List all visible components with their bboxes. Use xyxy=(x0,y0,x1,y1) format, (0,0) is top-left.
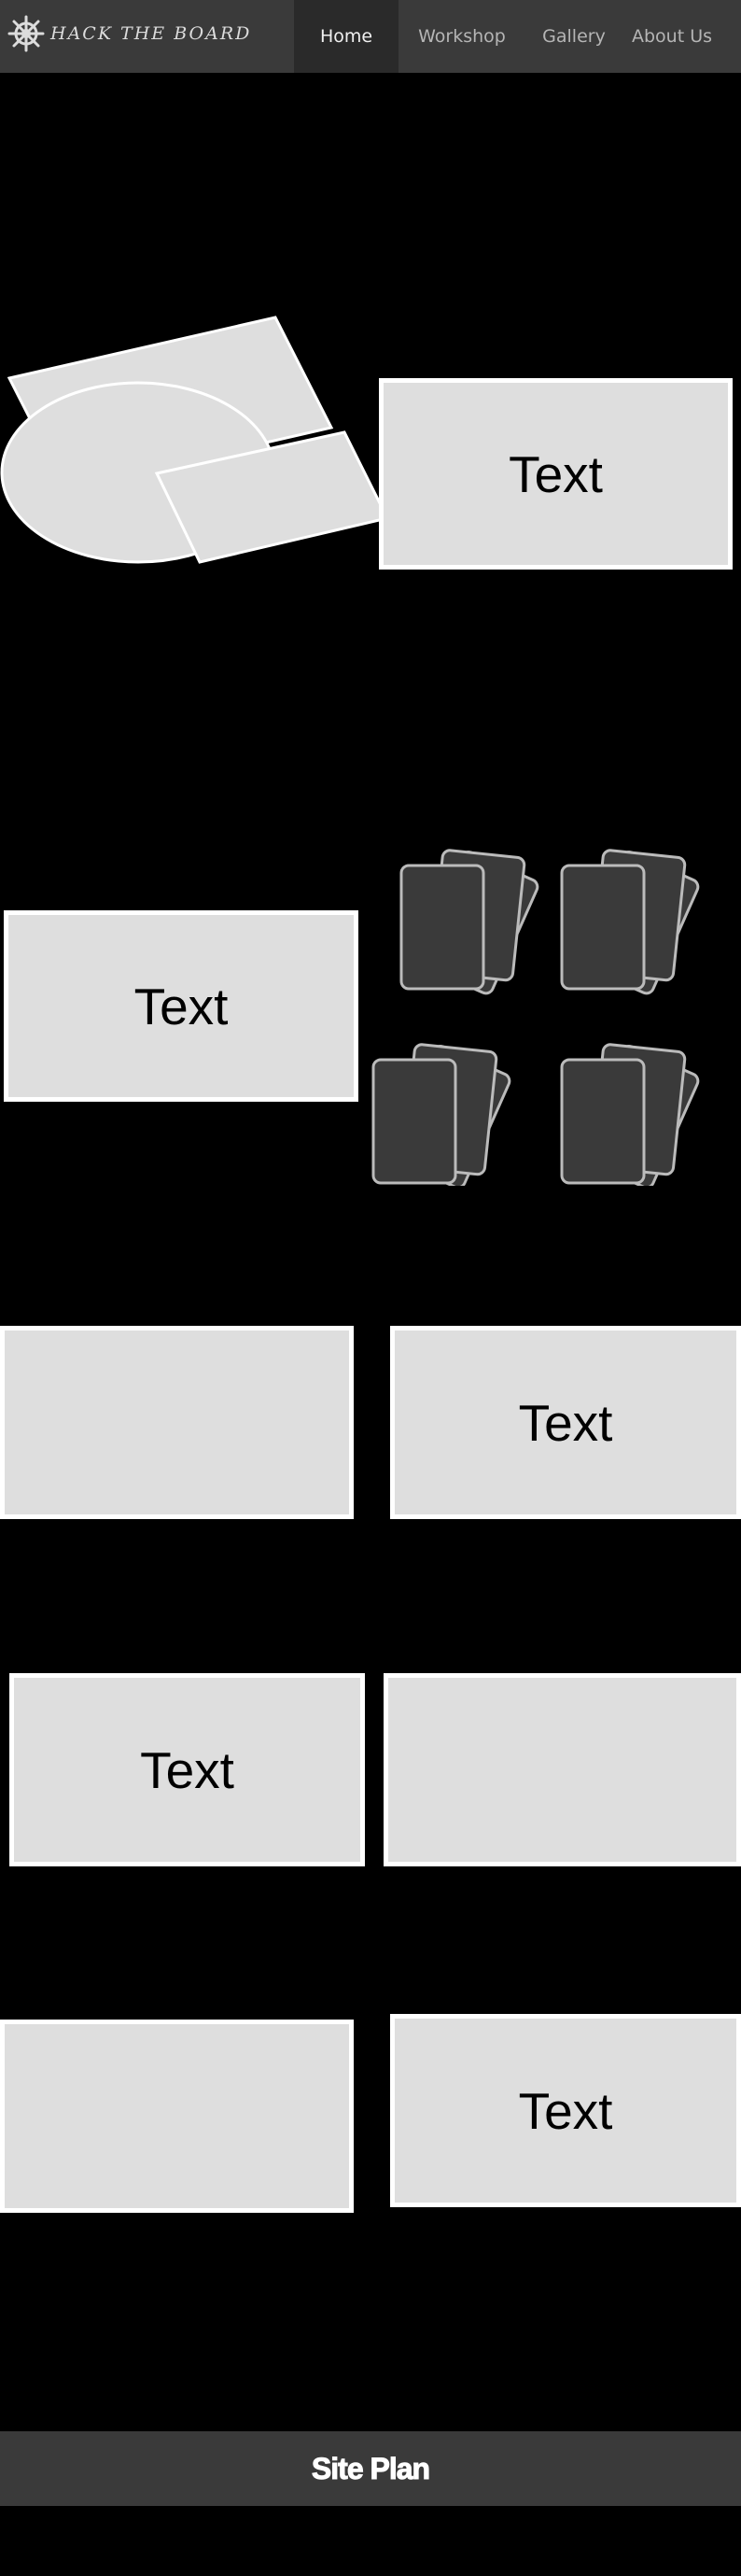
nav-workshop[interactable]: Workshop xyxy=(418,26,506,47)
text-box-2: Text xyxy=(4,910,358,1102)
footer-bar: Site Plan xyxy=(0,2431,741,2506)
nav-home[interactable]: Home xyxy=(294,0,398,73)
logo-text: HACK THE BOARD xyxy=(50,23,252,44)
text-box-3-label: Text xyxy=(518,1393,613,1452)
shapes-illustration xyxy=(0,316,390,564)
image-box-5 xyxy=(0,2020,354,2213)
site-logo[interactable]: HACK THE BOARD xyxy=(7,15,251,52)
text-box-4: Text xyxy=(9,1673,365,1866)
site-plan-link[interactable]: Site Plan xyxy=(311,2451,430,2485)
image-box-3 xyxy=(0,1326,354,1519)
text-box-2-label: Text xyxy=(133,977,229,1035)
text-box-5-label: Text xyxy=(518,2081,613,2140)
nav-about-us[interactable]: About Us xyxy=(631,26,713,47)
text-box-1-label: Text xyxy=(509,444,603,503)
text-box-3: Text xyxy=(390,1326,741,1519)
text-box-4-label: Text xyxy=(140,1740,234,1799)
text-box-1: Text xyxy=(379,378,733,570)
nav-gallery[interactable]: Gallery xyxy=(542,26,606,47)
image-box-4 xyxy=(384,1673,741,1866)
cards-illustration xyxy=(371,848,702,1186)
text-box-5: Text xyxy=(390,2014,741,2207)
top-nav-bar: HACK THE BOARD Home Workshop Gallery Abo… xyxy=(0,0,741,73)
ship-wheel-icon xyxy=(7,15,45,52)
